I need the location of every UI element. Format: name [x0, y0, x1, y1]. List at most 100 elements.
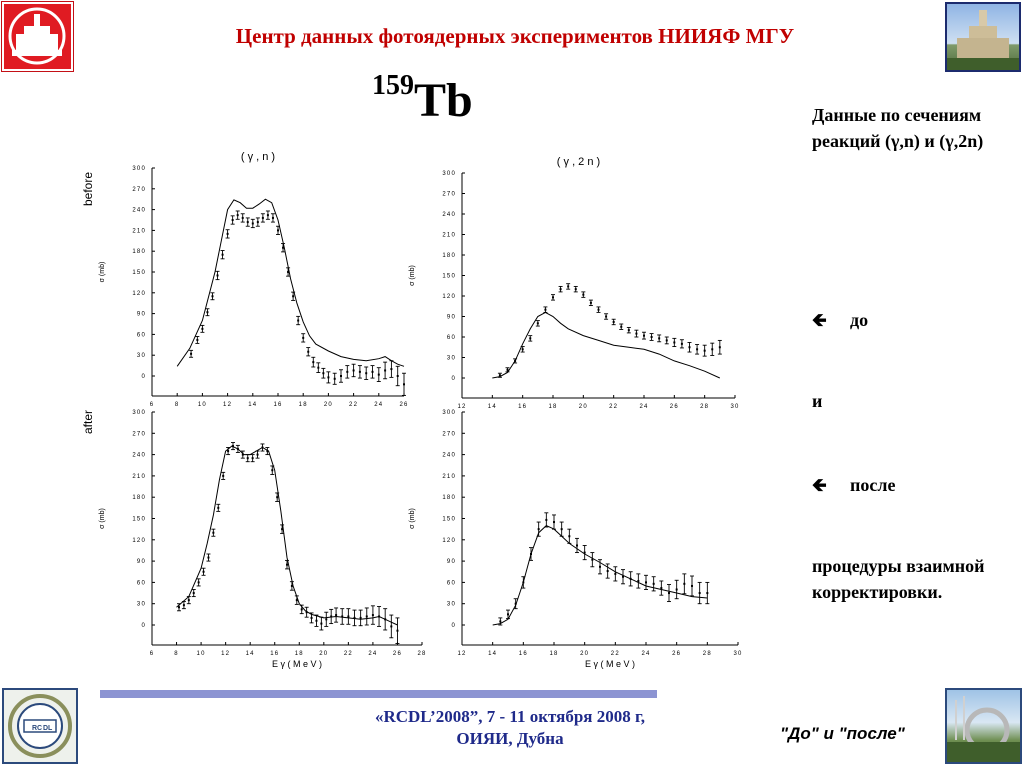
point-marker — [251, 457, 254, 460]
point-marker — [559, 288, 562, 291]
data-point — [351, 363, 356, 378]
data-point — [250, 218, 255, 229]
point-marker — [498, 374, 501, 377]
point-marker — [341, 615, 344, 618]
point-marker — [378, 615, 381, 618]
point-marker — [335, 614, 338, 617]
point-marker — [522, 581, 525, 584]
point-marker — [307, 350, 310, 353]
x-tick-label: 24 — [368, 651, 377, 657]
x-tick-label: 14 — [488, 651, 497, 657]
data-point — [697, 581, 702, 605]
point-marker — [645, 581, 647, 584]
data-point — [558, 285, 563, 293]
data-point — [682, 573, 687, 595]
data-point — [552, 514, 556, 530]
point-marker — [390, 625, 393, 628]
data-point — [364, 366, 369, 380]
data-point — [240, 450, 245, 459]
point-marker — [606, 570, 609, 573]
data-point — [642, 331, 646, 340]
x-tick-label: 12 — [221, 651, 230, 657]
data-point — [636, 573, 641, 589]
y-tick-label: 180 — [132, 249, 146, 255]
data-point — [611, 318, 616, 326]
point-marker — [384, 369, 387, 372]
data-point — [383, 361, 388, 380]
data-point — [513, 358, 518, 364]
y-tick-label: 60 — [447, 580, 456, 586]
x-tick-label: 20 — [580, 651, 589, 657]
x-tick-label: 8 — [174, 651, 179, 657]
chart-title: ( γ , n ) — [241, 151, 275, 163]
msu-logo-icon — [1, 1, 74, 72]
y-tick-label: 180 — [132, 495, 146, 501]
svg-text:RC: RC — [32, 725, 42, 732]
point-marker — [241, 453, 244, 456]
data-point — [311, 356, 316, 368]
point-marker — [499, 620, 502, 623]
data-point — [245, 454, 250, 463]
point-marker — [212, 531, 215, 534]
data-point — [255, 217, 260, 227]
point-marker — [281, 528, 284, 531]
data-point — [294, 595, 299, 605]
point-marker — [266, 450, 269, 453]
point-marker — [599, 565, 601, 568]
data-point — [206, 553, 211, 562]
point-marker — [576, 544, 578, 547]
y-tick-label: 240 — [442, 453, 456, 459]
point-marker — [241, 216, 244, 219]
y-tick-label: 300 — [132, 410, 146, 416]
x-tick-label: 24 — [374, 402, 383, 408]
y-tick-label: 150 — [132, 517, 146, 523]
x-tick-label: 24 — [641, 651, 650, 657]
data-point — [291, 291, 296, 301]
x-tick-label: 22 — [349, 402, 358, 408]
data-point — [270, 465, 275, 475]
x-tick-label: 28 — [700, 404, 709, 410]
data-point — [710, 342, 715, 356]
data-point — [345, 365, 350, 379]
point-marker — [637, 579, 640, 582]
y-tick-label: 270 — [442, 431, 456, 437]
x-tick-label: 14 — [248, 402, 257, 408]
data-point — [657, 334, 662, 343]
point-marker — [320, 622, 323, 625]
point-marker — [680, 342, 683, 345]
point-marker — [261, 216, 264, 219]
point-marker — [216, 274, 219, 277]
point-marker — [196, 338, 199, 341]
y-axis-label: σ (mb) — [99, 508, 106, 529]
y-tick-label: 120 — [132, 291, 146, 297]
footer-bar — [100, 690, 657, 698]
data-point — [370, 365, 375, 379]
data-point — [226, 447, 231, 456]
point-marker — [276, 496, 279, 499]
point-marker — [271, 216, 274, 219]
data-point — [705, 581, 710, 605]
data-point — [672, 337, 677, 348]
data-point — [250, 454, 255, 463]
page-title: Центр данных фотоядерных экспериментов Н… — [235, 24, 795, 48]
data-point — [644, 574, 648, 590]
point-marker — [352, 369, 355, 372]
data-point — [304, 606, 309, 618]
point-marker — [629, 577, 632, 580]
point-marker — [668, 592, 670, 595]
x-tick-label: 18 — [299, 402, 308, 408]
data-point — [395, 365, 400, 387]
y-tick-label: 150 — [442, 274, 456, 280]
data-point — [687, 342, 692, 353]
y-tick-label: 30 — [137, 353, 146, 359]
data-point — [215, 270, 220, 281]
data-point — [340, 608, 345, 625]
point-marker — [232, 445, 234, 448]
data-point — [270, 213, 275, 223]
point-marker — [583, 551, 586, 554]
y-tick-label: 210 — [442, 233, 456, 239]
data-point — [659, 580, 664, 596]
data-point — [280, 524, 285, 534]
point-marker — [612, 320, 615, 323]
point-marker — [552, 296, 554, 299]
